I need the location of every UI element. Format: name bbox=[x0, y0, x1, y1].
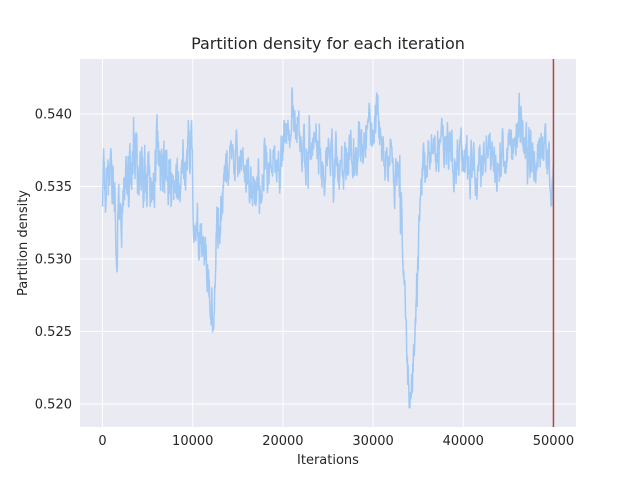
y-tick-label: 0.530 bbox=[35, 252, 72, 267]
x-tick-label: 20000 bbox=[262, 434, 303, 449]
x-tick-label: 50000 bbox=[533, 434, 574, 449]
x-tick-label: 40000 bbox=[443, 434, 484, 449]
y-tick-label: 0.535 bbox=[35, 180, 72, 195]
x-axis-label: Iterations bbox=[297, 453, 359, 468]
x-tick-label: 30000 bbox=[352, 434, 393, 449]
y-axis-label: Partition density bbox=[16, 190, 31, 296]
y-tick-label: 0.520 bbox=[35, 397, 72, 412]
y-tick-label: 0.525 bbox=[35, 325, 72, 340]
chart-title: Partition density for each iteration bbox=[191, 34, 465, 53]
x-tick-label: 10000 bbox=[172, 434, 213, 449]
y-tick-labels: 0.520 0.525 0.530 0.535 0.540 bbox=[35, 108, 72, 413]
series-line bbox=[101, 87, 555, 409]
x-tick-labels: 0 10000 20000 30000 40000 50000 bbox=[98, 434, 574, 449]
x-tick-label: 0 bbox=[98, 434, 106, 449]
y-tick-label: 0.540 bbox=[35, 108, 72, 123]
plot-area bbox=[80, 59, 576, 427]
